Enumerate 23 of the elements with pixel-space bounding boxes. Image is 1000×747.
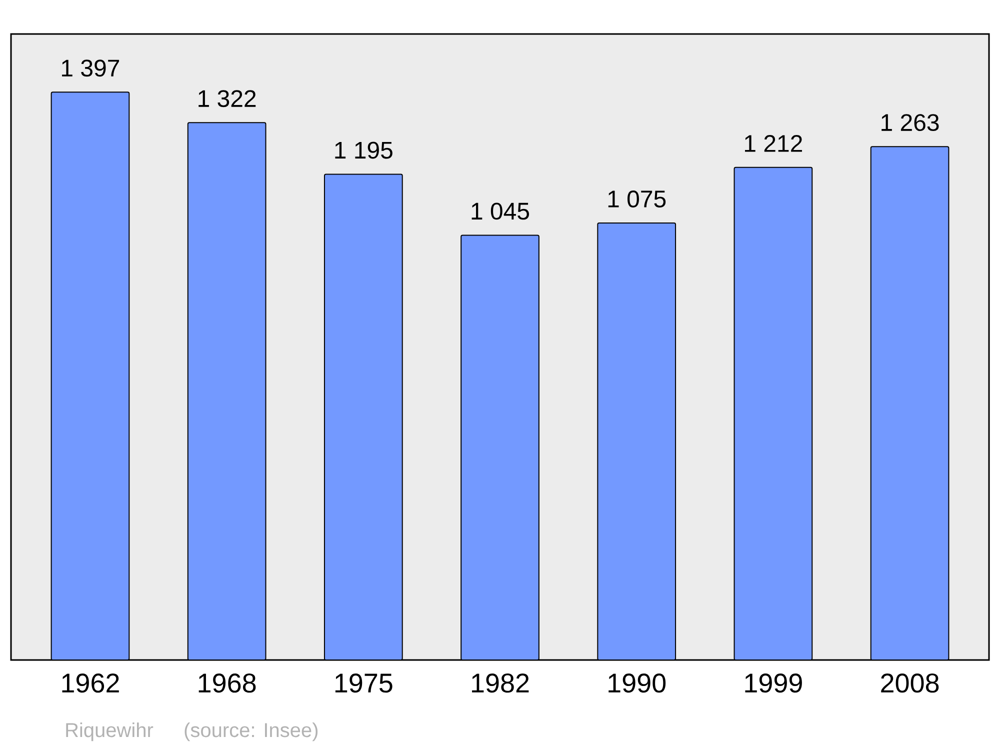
text: (source: Insee) xyxy=(184,722,318,742)
text: Riquewihr xyxy=(66,722,154,742)
bar xyxy=(870,146,950,660)
bar xyxy=(50,92,130,660)
x-tick-label: 1982 xyxy=(472,674,529,693)
data-label: 1 322 xyxy=(198,90,256,108)
x-tick-label: 1968 xyxy=(198,674,256,693)
data-label: 1 212 xyxy=(745,135,802,152)
data-label: 1 075 xyxy=(608,190,666,208)
x-tick-label: 1962 xyxy=(62,674,119,693)
data-label: 1 397 xyxy=(62,60,120,77)
bar xyxy=(324,174,403,660)
bar xyxy=(460,234,540,660)
data-label: 1 045 xyxy=(472,202,529,220)
data-label: 1 195 xyxy=(335,142,392,159)
data-label: 1 263 xyxy=(882,114,939,132)
x-tick-label: 2008 xyxy=(881,674,939,693)
x-tick-label: 1990 xyxy=(608,674,666,693)
x-tick-label: 1975 xyxy=(335,674,392,693)
x-tick-label: 1999 xyxy=(745,674,802,693)
bar xyxy=(734,166,813,660)
bar xyxy=(187,122,266,660)
bar xyxy=(597,222,676,660)
